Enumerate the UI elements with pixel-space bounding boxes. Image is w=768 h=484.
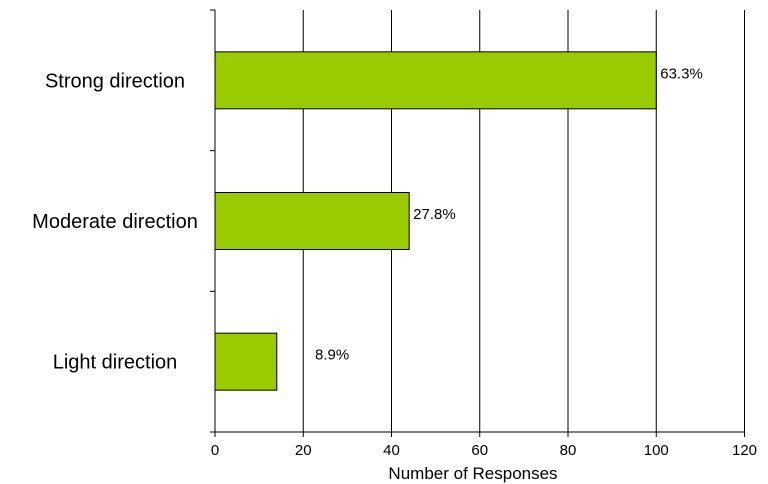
x-tick-label-20: 20	[295, 442, 312, 459]
x-tick-label-80: 80	[560, 442, 577, 459]
category-label-strong-direction: Strong direction	[45, 70, 185, 92]
data-label-moderate-direction: 27.8%	[413, 206, 456, 223]
x-tick-label-120: 120	[732, 442, 757, 459]
x-axis-title: Number of Responses	[388, 464, 557, 483]
bar-moderate-direction	[214, 192, 410, 250]
category-label-light-direction: Light direction	[53, 352, 178, 374]
data-label-light-direction: 8.9%	[315, 347, 349, 364]
data-label-strong-direction: 63.3%	[660, 65, 703, 82]
bars	[214, 51, 657, 391]
x-tick-label-0: 0	[211, 442, 219, 459]
x-tick-label-40: 40	[383, 442, 400, 459]
bar-light-direction	[214, 332, 278, 391]
category-label-moderate-direction: Moderate direction	[32, 211, 198, 233]
data-labels: 63.3% 27.8% 8.9%	[315, 65, 703, 363]
x-tick-labels: 0 20 40 60 80 100 120	[211, 442, 757, 459]
bar-strong-direction	[214, 51, 657, 110]
x-tick-label-100: 100	[644, 442, 669, 459]
axes	[210, 9, 745, 437]
x-tick-label-60: 60	[471, 442, 488, 459]
category-labels: Strong direction Moderate direction Light …	[32, 70, 198, 373]
